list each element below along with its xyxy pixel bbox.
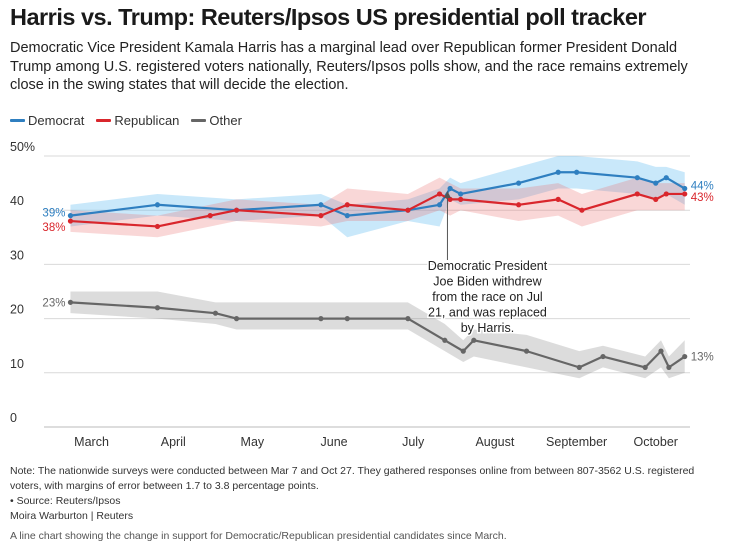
data-point-other-6 xyxy=(405,316,411,322)
annotation-text-line-3: from the race on Jul xyxy=(432,290,542,304)
end-label-other: 13% xyxy=(691,352,714,364)
data-point-other-12 xyxy=(600,353,606,360)
data-point-other-16 xyxy=(682,353,688,360)
data-point-democrat-14 xyxy=(663,175,669,181)
annotation-text-line-5: by Harris. xyxy=(461,321,514,335)
data-point-democrat-4 xyxy=(344,213,350,219)
data-point-other-13 xyxy=(642,364,648,370)
data-point-other-10 xyxy=(523,348,530,354)
data-point-republican-4 xyxy=(318,213,324,219)
x-tick-label-may: May xyxy=(241,435,265,449)
data-point-republican-15 xyxy=(663,191,669,197)
data-point-other-9 xyxy=(471,337,477,343)
data-point-democrat-0 xyxy=(67,213,74,219)
legend: Democrat Republican Other xyxy=(10,113,242,128)
data-point-democrat-12 xyxy=(634,175,640,181)
end-label-democrat: 44% xyxy=(691,181,714,193)
legend-item-democrat: Democrat xyxy=(10,113,84,128)
data-point-democrat-10 xyxy=(555,169,561,175)
legend-label-other: Other xyxy=(209,113,242,128)
data-point-democrat-9 xyxy=(516,180,522,186)
data-point-other-15 xyxy=(666,364,672,370)
start-label-republican: 38% xyxy=(42,222,65,234)
data-point-republican-2 xyxy=(207,213,213,219)
data-point-democrat-15 xyxy=(682,185,688,192)
y-tick-label-20: 20 xyxy=(10,303,24,317)
data-point-republican-12 xyxy=(579,207,585,213)
y-tick-label-50: 50% xyxy=(10,140,35,154)
data-point-republican-14 xyxy=(653,196,659,202)
legend-label-democrat: Democrat xyxy=(28,113,85,128)
note-text: Note: The nationwide surveys were conduc… xyxy=(10,465,695,492)
y-tick-label-40: 40 xyxy=(10,194,24,208)
data-point-republican-6 xyxy=(405,207,411,213)
data-point-other-3 xyxy=(233,316,240,322)
data-point-other-8 xyxy=(460,348,466,354)
data-point-democrat-13 xyxy=(653,180,659,186)
data-point-republican-7 xyxy=(436,191,443,197)
legend-swatch-other xyxy=(191,119,207,122)
x-tick-label-july: July xyxy=(402,435,425,449)
source-text: • Source: Reuters/Ipsos xyxy=(10,495,121,507)
data-point-other-0 xyxy=(67,299,74,305)
data-point-other-7 xyxy=(442,337,448,343)
data-point-other-11 xyxy=(576,364,582,370)
data-point-republican-5 xyxy=(344,202,350,208)
x-tick-label-september: September xyxy=(546,435,607,449)
series-line-democrat xyxy=(70,171,686,217)
data-point-other-14 xyxy=(658,348,664,354)
data-point-republican-8 xyxy=(447,196,453,202)
x-tick-label-march: March xyxy=(74,435,109,449)
credit-text: Moira Warburton | Reuters xyxy=(10,510,134,522)
chart-subtitle: Democratic Vice President Kamala Harris … xyxy=(10,40,688,93)
start-label-democrat: 39% xyxy=(42,208,65,220)
data-point-republican-11 xyxy=(555,196,561,202)
x-tick-label-april: April xyxy=(161,435,186,449)
confidence-band-democrat xyxy=(70,156,685,238)
y-tick-label-30: 30 xyxy=(10,248,24,262)
annotation-arrowhead xyxy=(443,191,451,198)
y-tick-label-10: 10 xyxy=(10,357,24,371)
annotation-text-line-1: Democratic President xyxy=(428,259,548,273)
data-point-democrat-3 xyxy=(318,202,324,208)
chart-caption: A line chart showing the change in suppo… xyxy=(10,530,507,542)
annotation-text-line-4: 21, and was replaced xyxy=(428,306,547,320)
legend-label-republican: Republican xyxy=(114,113,180,128)
data-point-republican-13 xyxy=(634,191,640,197)
data-point-other-5 xyxy=(344,316,350,322)
data-point-republican-3 xyxy=(233,207,240,213)
annotation-text-line-2: Joe Biden withdrew xyxy=(433,275,542,289)
legend-swatch-republican xyxy=(96,119,112,122)
y-tick-label-0: 0 xyxy=(10,411,17,425)
x-tick-label-october: October xyxy=(633,435,677,449)
legend-item-republican: Republican xyxy=(96,113,179,128)
data-point-democrat-11 xyxy=(574,169,580,175)
data-point-democrat-6 xyxy=(436,202,443,208)
data-point-republican-0 xyxy=(67,218,74,224)
x-tick-label-august: August xyxy=(475,435,514,449)
data-point-democrat-1 xyxy=(154,202,161,208)
data-point-republican-9 xyxy=(458,196,464,202)
data-point-republican-10 xyxy=(516,202,522,208)
data-point-republican-1 xyxy=(154,223,161,230)
chart-title: Harris vs. Trump: Reuters/Ipsos US presi… xyxy=(10,4,647,30)
data-point-republican-16 xyxy=(682,191,688,197)
data-point-democrat-8 xyxy=(458,191,464,197)
x-tick-label-june: June xyxy=(321,435,348,449)
end-label-republican: 43% xyxy=(691,192,714,204)
data-point-other-4 xyxy=(318,316,324,322)
data-point-other-1 xyxy=(154,305,161,311)
data-point-other-2 xyxy=(212,310,219,316)
start-label-other: 23% xyxy=(42,297,65,309)
legend-swatch-democrat xyxy=(10,119,25,122)
confidence-band-other xyxy=(70,291,685,379)
poll-line-chart: 0 10 20 30 40 50% March April May June July August S… xyxy=(10,140,714,449)
legend-item-other: Other xyxy=(191,113,242,128)
data-point-democrat-7 xyxy=(447,185,453,192)
chart-footer: Note: The nationwide surveys were conduc… xyxy=(10,464,715,524)
